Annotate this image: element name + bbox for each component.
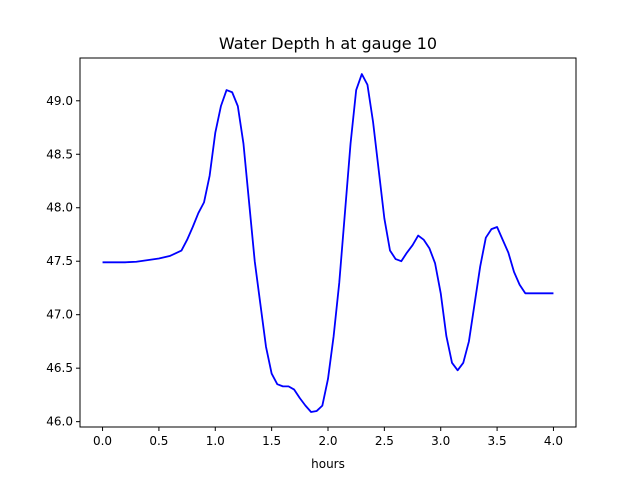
y-tick-label: 48.5 [46, 147, 73, 161]
y-tick-label: 48.0 [46, 201, 73, 215]
plot-frame [79, 57, 577, 428]
y-tick-label: 46.0 [46, 415, 73, 429]
x-tick-label: 0.5 [149, 434, 168, 448]
x-tick-label: 2.0 [318, 434, 337, 448]
x-tick-label: 4.0 [544, 434, 563, 448]
y-tick-label: 47.0 [46, 308, 73, 322]
x-tick-label: 3.5 [488, 434, 507, 448]
x-tick-label: 1.5 [262, 434, 281, 448]
x-tick-label: 1.0 [206, 434, 225, 448]
plot-area [79, 57, 577, 428]
chart-title: Water Depth h at gauge 10 [219, 34, 437, 53]
y-axis: 46.0 46.5 47.0 47.5 48.0 48.5 49.0 [46, 94, 80, 429]
y-tick-label: 46.5 [46, 361, 73, 375]
x-tick-label: 3.0 [431, 434, 450, 448]
y-tick-label: 47.5 [46, 254, 73, 268]
x-axis-label: hours [311, 457, 345, 471]
x-axis: 0.0 0.5 1.0 1.5 2.0 2.5 3.0 3.5 4.0 [93, 427, 563, 448]
x-tick-label: 2.5 [375, 434, 394, 448]
y-tick-label: 49.0 [46, 94, 73, 108]
series-line-0 [102, 73, 554, 413]
x-tick-label: 0.0 [93, 434, 112, 448]
